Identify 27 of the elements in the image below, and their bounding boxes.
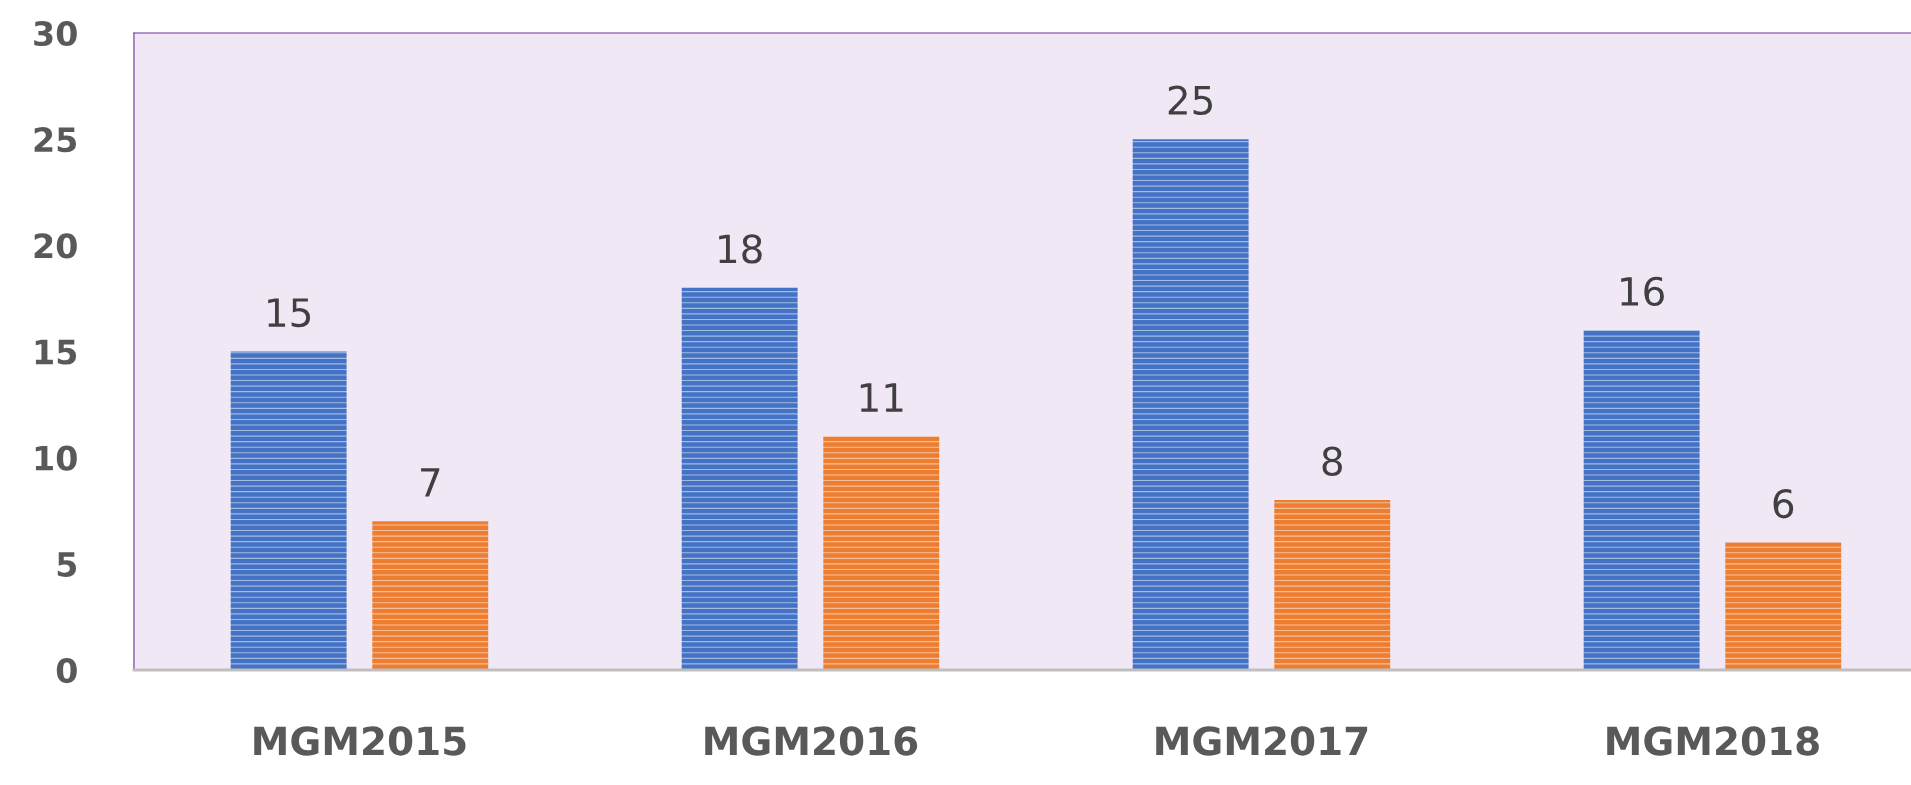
x-tick-label: MGM2017: [1156, 726, 1368, 756]
bar: [681, 287, 798, 670]
data-label: 25: [1168, 85, 1212, 115]
bar: [230, 351, 347, 670]
data-label: 11: [860, 383, 903, 412]
y-tick-label: 15: [35, 339, 77, 365]
data-label: 16: [1621, 276, 1664, 307]
x-tick-label: MGM2018: [1607, 726, 1819, 756]
y-tick-label: 20: [34, 233, 77, 259]
y-tick-label: 5: [57, 552, 77, 577]
bar: [823, 436, 940, 670]
data-label: 15: [268, 298, 310, 328]
bar: [1583, 330, 1700, 670]
y-tick-label: 25: [34, 127, 77, 153]
data-label: 18: [719, 234, 762, 264]
data-label: 8: [1322, 446, 1342, 476]
x-tick-label: MGM2016: [705, 726, 918, 756]
x-tick-label: MGM2015: [254, 726, 466, 756]
data-label: 6: [1773, 488, 1794, 519]
y-tick-label: 30: [34, 20, 77, 47]
data-label: 7: [421, 468, 440, 497]
bar: [1274, 500, 1391, 670]
bar: [372, 521, 489, 670]
y-tick-label: 10: [35, 445, 77, 471]
bar: [1725, 542, 1842, 670]
bar: [1132, 139, 1249, 670]
y-tick-label: 0: [56, 657, 77, 684]
